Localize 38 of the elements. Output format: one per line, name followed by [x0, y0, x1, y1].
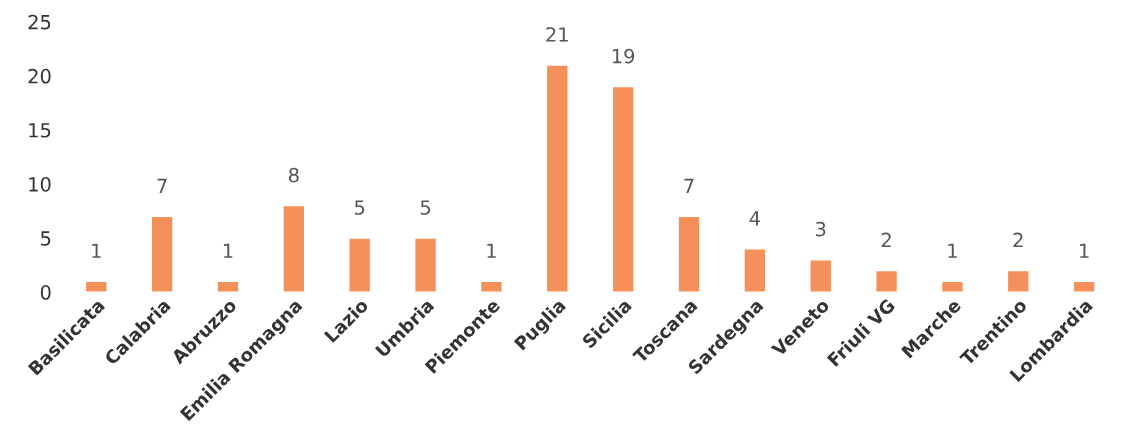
bar: [216, 280, 240, 293]
bar: [282, 204, 306, 293]
data-label: 3: [816, 221, 826, 237]
y-tick-label: 25: [28, 14, 51, 30]
bar: [150, 215, 174, 293]
bar: [809, 258, 833, 293]
bar: [1006, 269, 1030, 293]
data-label: 2: [881, 232, 891, 248]
y-tick-label: 0: [40, 285, 51, 300]
y-tick-label: 5: [41, 231, 51, 246]
data-label: 1: [1080, 243, 1089, 258]
y-tick-label: 20: [28, 68, 51, 84]
data-label: 1: [487, 243, 496, 258]
data-label: 7: [157, 178, 167, 193]
data-label: 1: [92, 243, 101, 258]
y-tick-label: 10: [29, 176, 51, 192]
bar: [348, 237, 372, 293]
bar: [743, 248, 767, 293]
data-label: 19: [612, 48, 635, 64]
bar: [1072, 280, 1096, 293]
bar: [84, 280, 108, 293]
bar: [940, 280, 964, 293]
y-tick-label: 15: [29, 123, 51, 138]
data-label: 21: [546, 27, 568, 42]
bar: [413, 237, 438, 293]
data-label: 5: [420, 200, 431, 215]
data-label: 7: [684, 178, 694, 193]
bar: [611, 85, 635, 293]
data-label: 2: [1013, 232, 1023, 248]
data-label: 4: [749, 211, 760, 226]
data-label: 8: [288, 167, 299, 183]
data-label: 1: [223, 243, 233, 258]
bar: [874, 269, 899, 293]
data-label: 1: [948, 243, 957, 258]
data-label: 5: [355, 200, 365, 215]
bar: [479, 280, 503, 293]
bar: [545, 64, 569, 293]
bar: [677, 215, 701, 293]
